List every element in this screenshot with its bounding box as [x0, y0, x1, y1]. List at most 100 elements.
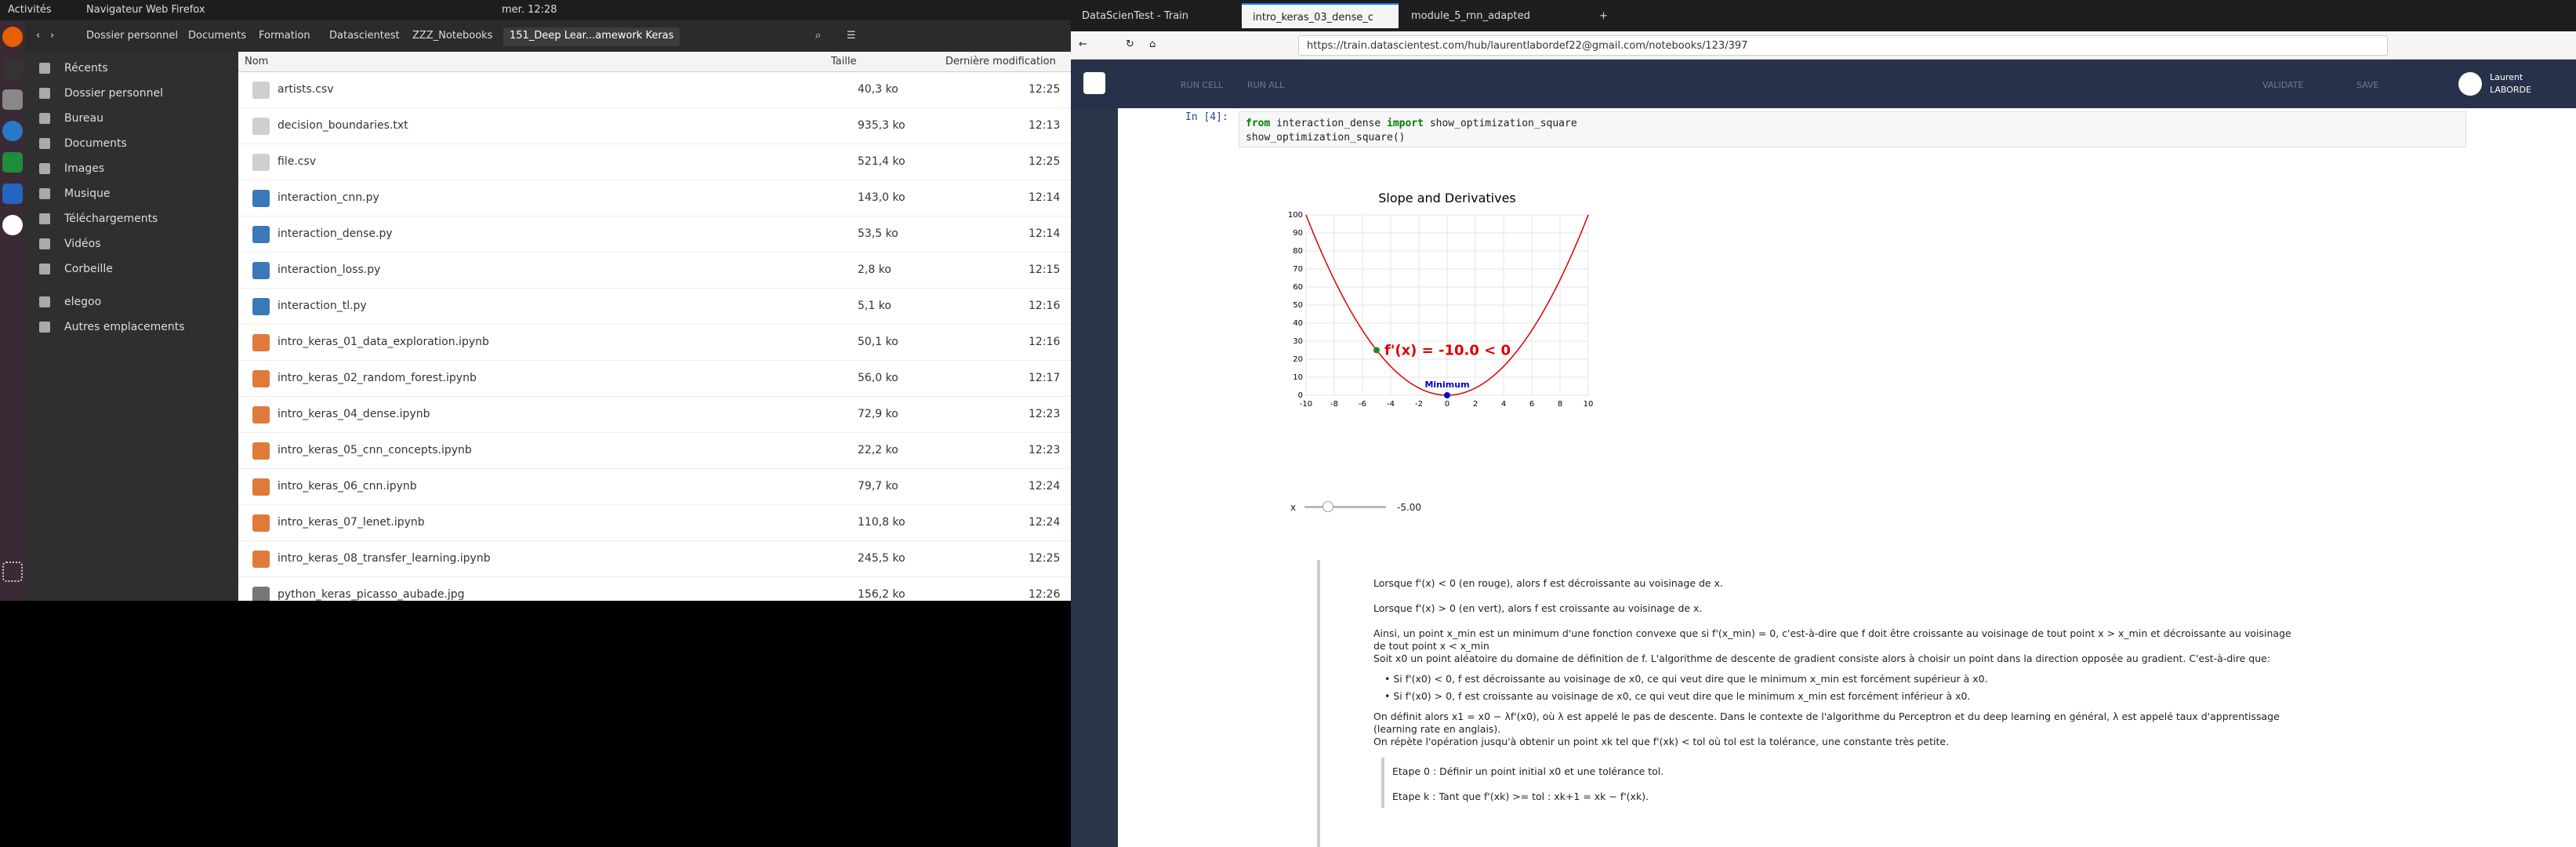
file-row[interactable]: artists.csv 40,3 ko 12:25 [238, 72, 1071, 108]
files-icon[interactable] [2, 89, 23, 110]
sidebar-item[interactable]: Documents [25, 132, 238, 155]
breadcrumb-documents[interactable]: Documents [188, 30, 247, 42]
file-name: intro_keras_05_cnn_concepts.ipynb [278, 444, 472, 456]
sidebar-item[interactable]: Dossier personnel [25, 82, 238, 105]
file-name: intro_keras_04_dense.ipynb [278, 408, 430, 420]
slider-value: -5.00 [1397, 502, 1422, 513]
file-row[interactable]: interaction_tl.py 5,1 ko 12:16 [238, 289, 1071, 325]
file-icon [252, 551, 270, 568]
tab-module-5[interactable]: module_5_rnn_adapted [1411, 10, 1530, 22]
chart-title: Slope and Derivatives [1378, 191, 1516, 205]
file-size: 56,0 ko [858, 372, 898, 384]
tab-datascientest[interactable]: DataScienTest - Train [1082, 10, 1189, 22]
file-time: 12:13 [1029, 119, 1061, 132]
file-row[interactable]: intro_keras_07_lenet.ipynb 110,8 ko 12:24 [238, 505, 1071, 541]
new-tab-icon[interactable]: + [1599, 10, 1608, 22]
file-row[interactable]: intro_keras_01_data_exploration.ipynb 50,… [238, 325, 1071, 361]
sidebar-item[interactable]: Téléchargements [25, 207, 238, 231]
desktop-background [0, 601, 1071, 847]
avatar[interactable] [2458, 72, 2482, 96]
tab-intro-keras[interactable]: intro_keras_03_dense_c [1242, 3, 1399, 28]
back-icon[interactable]: ‹ [36, 30, 41, 42]
back-button[interactable]: ← [1079, 38, 1087, 50]
folder-icon [39, 63, 50, 74]
file-row[interactable]: intro_keras_04_dense.ipynb 72,9 ko 12:23 [238, 397, 1071, 433]
markdown-paragraph: Etape 0 : Définir un point initial x0 et… [1392, 765, 1664, 777]
x-slider-knob[interactable] [1322, 501, 1333, 512]
code-keyword-import: import [1387, 118, 1424, 129]
folder-icon [39, 188, 50, 199]
file-size: 2,8 ko [858, 264, 891, 276]
sidebar-item[interactable]: Autres emplacements [25, 315, 238, 339]
file-row[interactable]: intro_keras_02_random_forest.ipynb 56,0 k… [238, 361, 1071, 397]
breadcrumb-current[interactable]: 151_Deep Lear...amework Keras [503, 27, 680, 46]
column-size[interactable]: Taille [831, 56, 857, 67]
sidebar-item[interactable]: Bureau [25, 107, 238, 130]
show-apps-icon[interactable] [2, 562, 23, 582]
file-size: 935,3 ko [858, 119, 905, 132]
file-size: 5,1 ko [858, 300, 891, 312]
view-options-icon[interactable]: ☰ [847, 30, 856, 42]
logo-icon [1083, 72, 1105, 94]
run-all-button[interactable]: RUN ALL [1247, 80, 1285, 90]
breadcrumb-datascientest[interactable]: Datascientest [329, 30, 400, 42]
user-first-name: Laurent [2490, 72, 2523, 82]
file-row[interactable]: decision_boundaries.txt 935,3 ko 12:13 [238, 108, 1071, 144]
markdown-cell [1317, 560, 2336, 847]
column-modified[interactable]: Dernière modification [945, 56, 1056, 67]
file-row[interactable]: interaction_loss.py 2,8 ko 12:15 [238, 253, 1071, 289]
file-name: interaction_tl.py [278, 300, 367, 312]
run-cell-button[interactable]: RUN CELL [1181, 80, 1224, 90]
slack-icon[interactable] [2, 215, 23, 235]
file-row[interactable]: file.csv 521,4 ko 12:25 [238, 144, 1071, 180]
column-name[interactable]: Nom [245, 56, 269, 67]
sidebar-item-label: Bureau [64, 112, 103, 125]
writer-icon[interactable] [2, 184, 23, 204]
sidebar-item[interactable]: Récents [25, 56, 238, 80]
sidebar-item[interactable]: Images [25, 157, 238, 180]
file-time: 12:16 [1029, 336, 1061, 348]
search-icon[interactable]: ⌕ [815, 30, 822, 42]
folder-icon [39, 213, 50, 224]
markdown-paragraph: Lorsque f'(x) > 0 (en vert), alors f est… [1373, 602, 1703, 614]
home-button[interactable]: ⌂ [1149, 38, 1156, 50]
spreadsheet-icon[interactable] [2, 152, 23, 173]
x-tick-label: 0 [1445, 400, 1449, 409]
sidebar-item-label: Téléchargements [64, 213, 158, 225]
firefox-icon[interactable] [2, 27, 23, 47]
sidebar-item[interactable]: Musique [25, 182, 238, 205]
file-name: interaction_loss.py [278, 264, 381, 276]
sidebar-item[interactable]: elegoo [25, 290, 238, 314]
code-cell[interactable]: from interaction_dense import show_optim… [1239, 111, 2466, 147]
file-row[interactable]: interaction_dense.py 53,5 ko 12:14 [238, 216, 1071, 253]
breadcrumb-formation[interactable]: Formation [259, 30, 310, 42]
activities-button[interactable]: Activités [8, 4, 52, 16]
file-icon [252, 442, 270, 460]
file-row[interactable]: intro_keras_06_cnn.ipynb 79,7 ko 12:24 [238, 469, 1071, 505]
file-row[interactable]: intro_keras_08_transfer_learning.ipynb 24… [238, 541, 1071, 577]
file-row[interactable]: interaction_cnn.py 143,0 ko 12:14 [238, 180, 1071, 216]
y-tick-label: 100 [1288, 211, 1303, 220]
save-button[interactable]: SAVE [2356, 80, 2379, 90]
clock[interactable]: mer. 12:28 [502, 4, 557, 16]
file-size: 521,4 ko [858, 155, 905, 168]
gnome-top-bar: Activités Navigateur Web Firefox mer. 12… [0, 0, 1071, 20]
url-bar[interactable]: https://train.datascientest.com/hub/laur… [1298, 35, 2388, 56]
x-tick-label: 8 [1558, 400, 1562, 409]
folder-icon [39, 163, 50, 174]
breadcrumb-notebooks[interactable]: ZZZ_Notebooks [412, 30, 493, 42]
file-time: 12:25 [1029, 552, 1061, 565]
file-time: 12:26 [1029, 588, 1061, 601]
file-row[interactable]: intro_keras_05_cnn_concepts.ipynb 22,2 ko… [238, 433, 1071, 469]
terminal-icon[interactable] [2, 58, 23, 78]
validate-button[interactable]: VALIDATE [2262, 80, 2304, 90]
y-tick-label: 30 [1293, 337, 1303, 346]
sidebar-item[interactable]: Corbeille [25, 257, 238, 281]
help-icon[interactable] [2, 121, 23, 141]
app-menu[interactable]: Navigateur Web Firefox [86, 4, 205, 16]
forward-icon[interactable]: › [50, 30, 55, 42]
reload-button[interactable]: ↻ [1126, 38, 1134, 50]
sidebar-item[interactable]: Vidéos [25, 232, 238, 256]
x-slider[interactable] [1304, 501, 1386, 512]
breadcrumb-home[interactable]: Dossier personnel [86, 30, 179, 42]
